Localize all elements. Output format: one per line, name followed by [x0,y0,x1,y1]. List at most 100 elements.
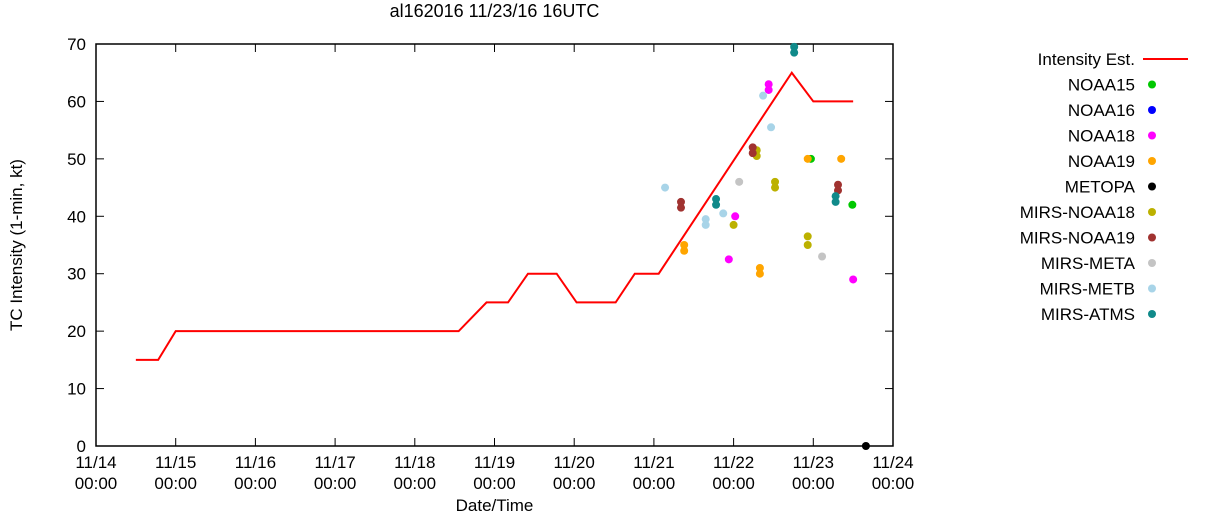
legend-label-NOAA15: NOAA15 [1068,76,1135,95]
legend-label-MIRS-METB: MIRS-METB [1040,280,1135,299]
legend-marker-MIRS-METB [1148,284,1156,293]
series-MIRS-METB [661,91,776,229]
data-point-NOAA19 [680,246,689,255]
series-NOAA18 [724,80,858,284]
x-tick-date: 11/17 [314,453,355,472]
data-point-NOAA18 [849,275,858,284]
x-tick-time: 00:00 [75,474,118,493]
data-point-MIRS-ATMS [831,197,840,206]
x-axis-label: Date/Time [456,496,534,515]
series-MIRS-NOAA18 [729,146,812,249]
y-axis-label: TC Intensity (1-min, kt) [7,159,26,331]
x-tick-date: 11/18 [394,453,435,472]
x-tick-date: 11/19 [474,453,515,472]
data-point-NOAA18 [724,255,733,264]
data-point-MIRS-METB [701,220,710,229]
x-tick-time: 00:00 [633,474,676,493]
legend-label-MIRS-ATMS: MIRS-ATMS [1041,305,1135,324]
legend-label-MIRS-NOAA18: MIRS-NOAA18 [1020,203,1135,222]
x-tick-date: 11/20 [554,453,595,472]
legend-label-NOAA19: NOAA19 [1068,152,1135,171]
x-tick-time: 00:00 [553,474,596,493]
series-MIRS-META [735,177,827,261]
x-tick-time: 00:00 [792,474,835,493]
data-point-MIRS-NOAA18 [771,183,780,192]
data-point-MIRS-NOAA19 [834,180,843,189]
x-tick-date: 11/16 [235,453,276,472]
legend-marker-MIRS-NOAA19 [1148,233,1156,242]
legend-label-Intensity Est.: Intensity Est. [1038,50,1135,69]
legend-label-NOAA18: NOAA18 [1068,127,1135,146]
x-tick-time: 00:00 [154,474,197,493]
data-point-MIRS-ATMS [831,192,840,201]
legend-marker-NOAA18 [1148,131,1156,140]
y-tick-label: 0 [77,437,86,456]
chart-title: al162016 11/23/16 16UTC [390,1,600,21]
data-point-MIRS-NOAA19 [676,203,685,212]
x-tick-date: 11/15 [155,453,196,472]
x-tick-date: 11/24 [872,453,913,472]
y-tick-label: 10 [67,380,86,399]
data-point-NOAA18 [764,80,773,89]
series-NOAA15 [806,154,857,209]
data-point-MIRS-NOAA18 [803,232,812,241]
y-tick-label: 70 [67,35,86,54]
legend-label-METOPA: METOPA [1065,178,1136,197]
data-point-MIRS-METB [767,123,776,132]
data-point-MIRS-METB [661,183,670,192]
x-tick-time: 00:00 [473,474,516,493]
series-MIRS-ATMS [712,42,840,209]
y-tick-label: 40 [67,207,86,226]
x-tick-time: 00:00 [234,474,277,493]
data-point-MIRS-NOAA18 [771,177,780,186]
data-point-MIRS-ATMS [712,195,721,204]
x-axis: 11/14 00:00 11/15 00:00 11/16 00:00 11/17 00:00… [75,44,915,493]
data-point-NOAA15 [848,200,857,209]
data-point-MIRS-META [735,177,744,186]
data-point-MIRS-METB [759,91,768,100]
data-point-METOPA [861,442,870,450]
x-tick-time: 00:00 [712,474,755,493]
data-point-MIRS-ATMS [712,200,721,209]
y-tick-label: 20 [67,322,86,341]
legend-marker-METOPA [1148,182,1156,191]
intensity-line [135,70,854,361]
data-point-NOAA19 [680,241,689,249]
data-point-MIRS-NOAA18 [803,241,812,249]
series-NOAA19 [680,154,846,278]
x-tick-time: 00:00 [394,474,437,493]
data-point-MIRS-METB [719,209,728,218]
legend-marker-MIRS-ATMS [1148,310,1156,318]
data-point-MIRS-NOAA19 [748,149,757,158]
legend-label-MIRS-META: MIRS-META [1041,254,1136,273]
legend: Intensity Est. NOAA15 NOAA16 NOAA18 NOAA19 ME… [1020,50,1188,324]
series-MIRS-NOAA19 [676,143,843,212]
data-point-NOAA19 [755,269,764,278]
legend-marker-NOAA15 [1148,80,1156,89]
data-point-MIRS-NOAA19 [676,197,685,206]
data-point-NOAA19 [837,154,846,163]
data-point-MIRS-NOAA18 [729,220,738,229]
legend-marker-NOAA19 [1148,157,1156,165]
x-tick-time: 00:00 [314,474,357,493]
data-point-MIRS-META [818,252,827,261]
legend-label-MIRS-NOAA19: MIRS-NOAA19 [1020,229,1135,248]
x-tick-time: 00:00 [872,474,915,493]
y-tick-label: 30 [67,265,86,284]
legend-label-NOAA16: NOAA16 [1068,101,1135,120]
data-point-MIRS-ATMS [790,48,799,57]
x-tick-date: 11/21 [633,453,674,472]
legend-marker-NOAA16 [1148,106,1156,114]
x-tick-date: 11/14 [75,453,116,472]
y-axis: 0 10 20 30 40 50 60 70 [67,35,893,456]
data-point-NOAA18 [731,212,740,221]
data-point-MIRS-NOAA19 [748,143,757,152]
y-tick-label: 60 [67,92,86,111]
legend-marker-MIRS-META [1148,259,1156,267]
x-tick-date: 11/22 [713,453,754,472]
x-tick-date: 11/23 [793,453,834,472]
legend-marker-MIRS-NOAA18 [1148,208,1156,216]
data-point-NOAA19 [755,263,764,272]
